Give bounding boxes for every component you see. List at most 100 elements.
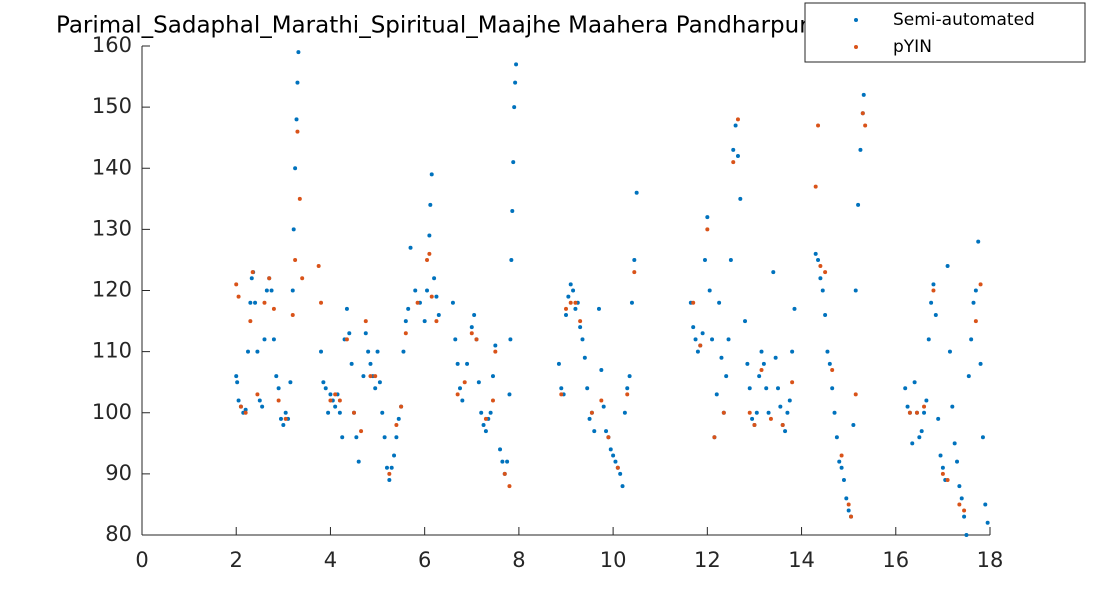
point [622, 410, 627, 415]
point [860, 111, 865, 116]
point [959, 496, 964, 501]
point [460, 398, 465, 403]
point [377, 380, 382, 385]
point [249, 276, 254, 281]
point [787, 398, 792, 403]
point [738, 196, 743, 201]
point [361, 374, 366, 379]
point [599, 398, 604, 403]
plot-area: 80 90 100 110 120 130 140 150 160 0 2 4 6 8 10 12 14 16 18 [92, 33, 1003, 572]
point [389, 465, 394, 470]
point [604, 429, 609, 434]
point [319, 349, 324, 354]
point [846, 508, 851, 513]
point [508, 337, 513, 342]
point [695, 349, 700, 354]
point [253, 300, 258, 305]
point [914, 410, 919, 415]
point [450, 300, 455, 305]
point [406, 306, 411, 311]
point [472, 312, 477, 317]
point [490, 374, 495, 379]
point [507, 484, 512, 489]
point [462, 380, 467, 385]
point [580, 337, 585, 342]
point [257, 398, 262, 403]
x-tick-label: 8 [512, 548, 525, 572]
point [465, 361, 470, 366]
point [731, 147, 736, 152]
y-tick-label: 110 [92, 339, 132, 363]
legend-marker [854, 18, 858, 22]
point [267, 276, 272, 281]
point [469, 325, 474, 330]
point [488, 410, 493, 415]
point [907, 410, 912, 415]
point [724, 374, 729, 379]
point [599, 367, 604, 372]
point [589, 410, 594, 415]
point [973, 319, 978, 324]
point [319, 300, 324, 305]
point [618, 471, 623, 476]
point [333, 392, 338, 397]
point [778, 404, 783, 409]
point [294, 117, 299, 122]
x-tick-label: 18 [977, 548, 1004, 572]
point [321, 380, 326, 385]
x-tick-label: 16 [882, 548, 909, 572]
point [340, 435, 345, 440]
point [401, 349, 406, 354]
point [293, 257, 298, 262]
point [246, 349, 250, 354]
chart-title: Parimal_Sadaphal_Marathi_Spiritual_Maajh… [56, 13, 809, 39]
point [354, 435, 359, 440]
point [731, 160, 736, 165]
point [851, 422, 856, 427]
point [759, 367, 764, 372]
point [759, 349, 764, 354]
point [429, 294, 434, 299]
y-tick-label: 90 [105, 461, 132, 485]
point [236, 398, 241, 403]
point [490, 398, 495, 403]
point [962, 514, 967, 519]
point [592, 429, 597, 434]
point [276, 398, 281, 403]
point [719, 355, 724, 360]
point [248, 319, 253, 324]
point [262, 300, 267, 305]
point [980, 435, 985, 440]
point [818, 276, 823, 281]
point [976, 239, 981, 244]
point [849, 514, 854, 519]
point [596, 306, 601, 311]
point [933, 312, 938, 317]
point [912, 380, 917, 385]
legend-box [804, 2, 1086, 63]
point [505, 459, 510, 464]
point [717, 300, 722, 305]
y-tick-label: 160 [92, 33, 132, 57]
y-tick-label: 100 [92, 400, 132, 424]
point [582, 355, 587, 360]
point [903, 386, 908, 391]
point [957, 484, 962, 489]
point [752, 422, 757, 427]
point [236, 294, 241, 299]
point [283, 416, 288, 421]
point [705, 215, 710, 220]
point [276, 386, 281, 391]
point [300, 276, 305, 281]
point [571, 288, 576, 293]
point [983, 502, 988, 507]
point [947, 349, 952, 354]
point [764, 386, 769, 391]
point [429, 172, 434, 177]
point [455, 361, 460, 366]
point [790, 380, 795, 385]
point [274, 374, 279, 379]
point [434, 294, 439, 299]
point [910, 441, 915, 446]
point [234, 282, 239, 287]
